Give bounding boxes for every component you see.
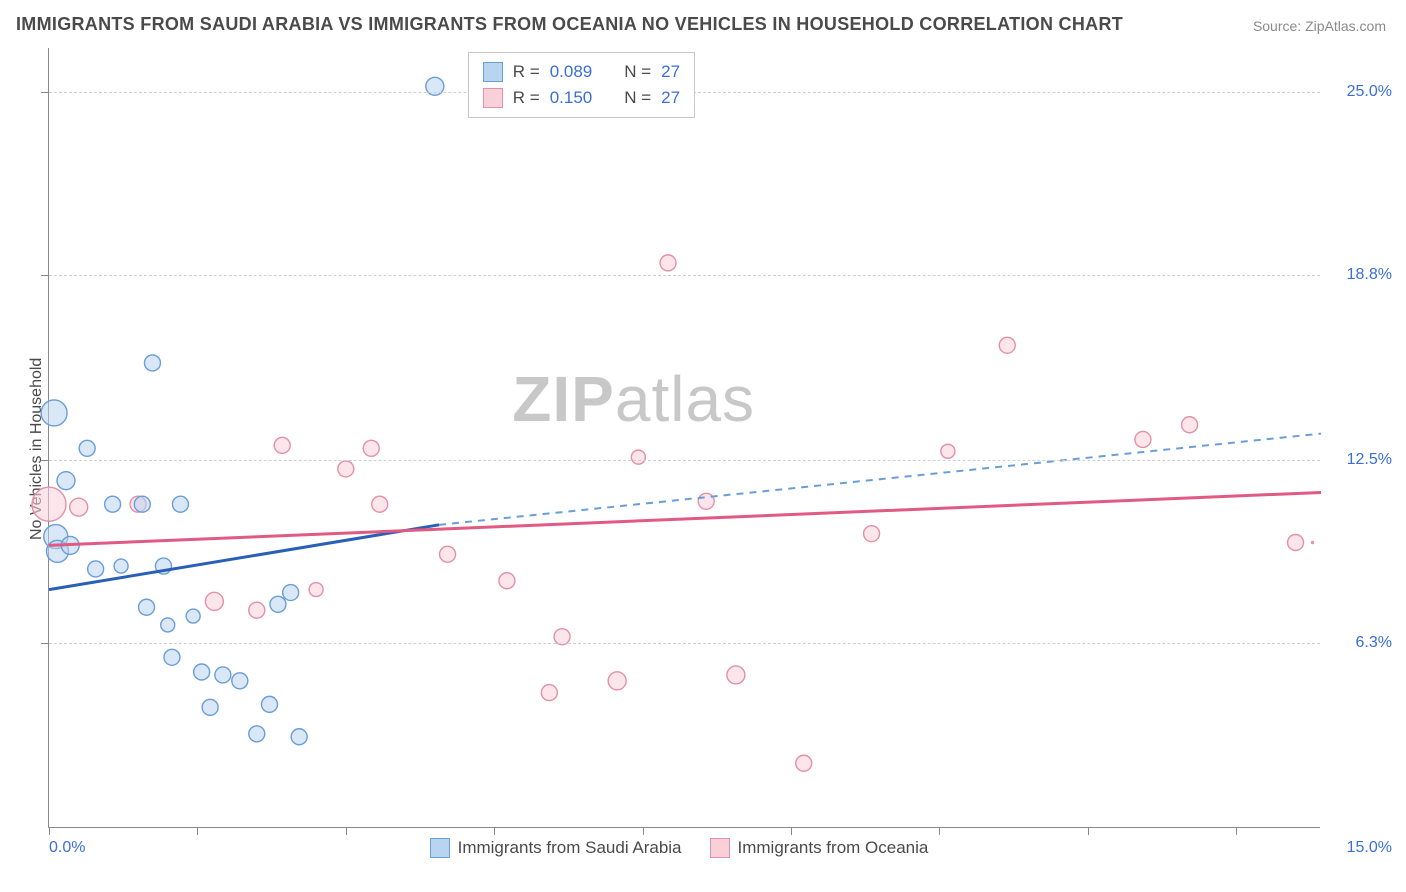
- y-tick-mark: [41, 92, 49, 93]
- point-series-b: [999, 337, 1015, 353]
- point-series-a: [114, 559, 128, 573]
- point-series-b: [70, 498, 88, 516]
- point-series-b: [309, 583, 323, 597]
- gridline: [49, 460, 1320, 461]
- point-series-a: [161, 618, 175, 632]
- gridline: [49, 275, 1320, 276]
- point-series-b: [1135, 431, 1151, 447]
- y-tick-mark: [41, 643, 49, 644]
- point-series-b: [363, 440, 379, 456]
- point-series-a: [164, 649, 180, 665]
- stats-row-a: R = 0.089 N = 27: [483, 59, 680, 85]
- point-series-a: [41, 400, 67, 426]
- point-series-a: [88, 561, 104, 577]
- point-series-b: [274, 437, 290, 453]
- point-series-b: [1312, 541, 1314, 543]
- chart-title: IMMIGRANTS FROM SAUDI ARABIA VS IMMIGRAN…: [16, 14, 1123, 35]
- x-tick-mark: [197, 827, 198, 835]
- x-tick-mark: [494, 827, 495, 835]
- point-series-a: [57, 472, 75, 490]
- stats-legend-box: R = 0.089 N = 27 R = 0.150 N = 27: [468, 52, 695, 118]
- swatch-series-a: [483, 62, 503, 82]
- chart-svg: [49, 48, 1321, 828]
- x-tick-mark: [791, 827, 792, 835]
- point-series-a: [291, 729, 307, 745]
- point-series-b: [608, 672, 626, 690]
- x-tick-mark: [1236, 827, 1237, 835]
- point-series-b: [864, 526, 880, 542]
- x-tick-mark: [643, 827, 644, 835]
- trendline-b: [49, 492, 1321, 545]
- point-series-a: [134, 496, 150, 512]
- legend-item-b: Immigrants from Oceania: [710, 838, 929, 858]
- trendline-a-solid: [49, 525, 439, 590]
- swatch-series-b: [483, 88, 503, 108]
- point-series-b: [205, 592, 223, 610]
- swatch-series-b-icon: [710, 838, 730, 858]
- gridline: [49, 643, 1320, 644]
- point-series-a: [270, 596, 286, 612]
- source-label: Source: ZipAtlas.com: [1253, 18, 1386, 34]
- y-tick-label: 18.8%: [1328, 266, 1392, 284]
- point-series-a: [232, 673, 248, 689]
- y-tick-mark: [41, 275, 49, 276]
- point-series-b: [372, 496, 388, 512]
- point-series-b: [499, 573, 515, 589]
- point-series-a: [79, 440, 95, 456]
- swatch-series-a-icon: [430, 838, 450, 858]
- point-series-a: [105, 496, 121, 512]
- point-series-a: [202, 699, 218, 715]
- y-tick-label: 12.5%: [1328, 451, 1392, 469]
- point-series-a: [172, 496, 188, 512]
- point-series-b: [631, 450, 645, 464]
- point-series-b: [338, 461, 354, 477]
- point-series-b: [541, 685, 557, 701]
- point-series-a: [215, 667, 231, 683]
- point-series-b: [660, 255, 676, 271]
- x-max-label: 15.0%: [1347, 839, 1392, 857]
- point-series-b: [440, 546, 456, 562]
- point-series-b: [249, 602, 265, 618]
- point-series-b: [796, 755, 812, 771]
- point-series-a: [194, 664, 210, 680]
- bottom-legend: Immigrants from Saudi Arabia Immigrants …: [430, 838, 929, 858]
- x-tick-mark: [939, 827, 940, 835]
- stats-row-b: R = 0.150 N = 27: [483, 85, 680, 111]
- y-tick-label: 25.0%: [1328, 83, 1392, 101]
- x-tick-mark: [49, 827, 50, 835]
- x-min-label: 0.0%: [49, 839, 85, 857]
- point-series-a: [261, 696, 277, 712]
- legend-label-b: Immigrants from Oceania: [738, 838, 929, 858]
- point-series-a: [144, 355, 160, 371]
- point-series-b: [727, 666, 745, 684]
- point-series-b: [32, 487, 66, 521]
- chart-container: IMMIGRANTS FROM SAUDI ARABIA VS IMMIGRAN…: [0, 0, 1406, 892]
- plot-area: ZIPatlas 6.3%12.5%18.8%25.0%0.0%15.0%: [48, 48, 1320, 828]
- legend-item-a: Immigrants from Saudi Arabia: [430, 838, 682, 858]
- point-series-a: [249, 726, 265, 742]
- x-tick-mark: [346, 827, 347, 835]
- point-series-a: [139, 599, 155, 615]
- point-series-b: [1288, 534, 1304, 550]
- point-series-a: [186, 609, 200, 623]
- legend-label-a: Immigrants from Saudi Arabia: [458, 838, 682, 858]
- point-series-a: [283, 585, 299, 601]
- y-tick-mark: [41, 460, 49, 461]
- x-tick-mark: [1088, 827, 1089, 835]
- point-series-b: [1182, 417, 1198, 433]
- point-series-b: [941, 444, 955, 458]
- y-tick-label: 6.3%: [1328, 634, 1392, 652]
